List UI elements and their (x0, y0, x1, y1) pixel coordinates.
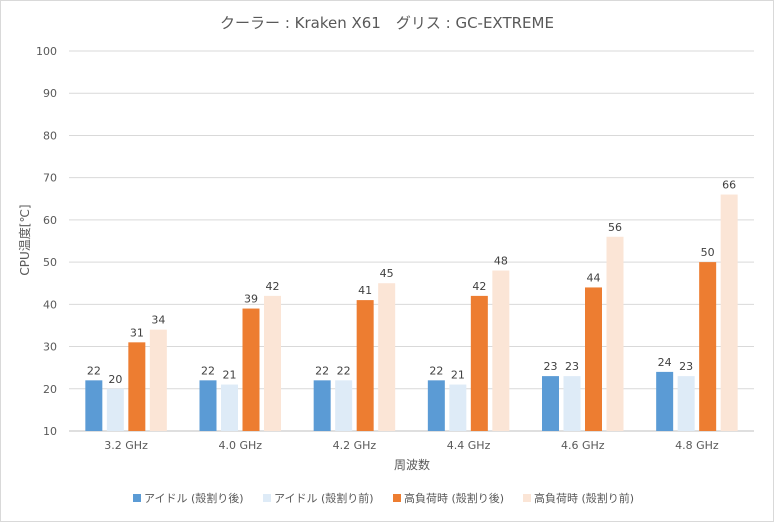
bar (85, 380, 103, 431)
data-label: 22 (201, 364, 215, 377)
y-tick-label: 40 (43, 298, 57, 311)
legend-label: アイドル (殻割り後) (144, 491, 244, 505)
data-label: 42 (266, 280, 280, 293)
bar (677, 376, 695, 431)
bar (542, 376, 559, 431)
y-tick-label: 90 (43, 87, 57, 100)
x-tick-label: 4.2 GHz (333, 439, 377, 452)
bar (128, 342, 146, 431)
legend-swatch (393, 494, 401, 502)
data-label: 42 (472, 280, 486, 293)
bar (606, 236, 624, 431)
x-tick-label: 4.8 GHz (675, 439, 719, 452)
data-label: 56 (608, 221, 622, 234)
data-label: 50 (701, 246, 715, 259)
bar (199, 380, 217, 431)
x-axis-label: 周波数 (394, 457, 430, 472)
data-label: 21 (451, 369, 465, 382)
y-tick-label: 100 (36, 45, 57, 58)
x-axis-ticks: 3.2 GHz 4.0 GHz 4.2 GHz 4.4 GHz 4.6 GHz 4.8 G… (104, 439, 719, 452)
data-label: 45 (380, 267, 394, 280)
y-axis-ticks: 10 20 30 40 50 60 70 80 90 100 (36, 45, 57, 438)
gridlines (69, 50, 754, 432)
data-label: 22 (429, 364, 443, 377)
bar (563, 376, 581, 431)
bar (427, 380, 445, 431)
bar (699, 262, 717, 431)
y-tick-label: 20 (43, 383, 57, 396)
y-axis-label: CPU温度[℃] (17, 204, 32, 275)
data-label: 48 (494, 255, 508, 268)
bar (356, 300, 374, 431)
chart-title: クーラー : Kraken X61 グリス : GC-EXTREME (220, 14, 554, 32)
bar (106, 388, 124, 431)
bar (313, 380, 331, 431)
data-label: 22 (87, 364, 101, 377)
legend-label: アイドル (殻割り前) (274, 491, 374, 505)
legend-swatch (263, 494, 271, 502)
data-label: 23 (565, 360, 579, 373)
bar (335, 380, 353, 431)
bar (149, 329, 167, 431)
data-label: 41 (358, 284, 372, 297)
bar (492, 270, 510, 431)
bar (242, 308, 260, 431)
legend: アイドル (殻割り後) アイドル (殻割り前) 高負荷時 (殻割り後) 高負荷時 (殻… (133, 491, 634, 505)
bar (264, 295, 281, 431)
bar (720, 194, 738, 431)
bar (449, 384, 467, 431)
y-tick-label: 30 (43, 341, 57, 354)
data-label: 31 (130, 326, 144, 339)
bars (85, 194, 738, 431)
data-label: 66 (722, 179, 736, 192)
data-labels: 22 20 31 34 22 21 39 42 22 22 41 45 22 21 42 48 23 23 44 56… (87, 179, 736, 386)
y-tick-label: 70 (43, 172, 57, 185)
x-tick-label: 4.4 GHz (447, 439, 491, 452)
data-label: 44 (587, 271, 601, 284)
legend-swatch (133, 494, 141, 502)
x-tick-label: 4.6 GHz (561, 439, 605, 452)
legend-label: 高負荷時 (殻割り後) (404, 491, 504, 505)
legend-swatch (523, 494, 531, 502)
data-label: 23 (544, 360, 558, 373)
data-label: 23 (679, 360, 693, 373)
data-label: 34 (151, 314, 165, 327)
data-label: 24 (658, 356, 672, 369)
bar (585, 287, 602, 431)
data-label: 21 (223, 369, 237, 382)
x-tick-label: 3.2 GHz (104, 439, 148, 452)
data-label: 20 (108, 373, 122, 386)
x-tick-label: 4.0 GHz (218, 439, 262, 452)
data-label: 22 (315, 364, 329, 377)
y-tick-label: 80 (43, 129, 57, 142)
data-label: 39 (244, 293, 258, 306)
data-label: 22 (337, 364, 351, 377)
y-tick-label: 60 (43, 214, 57, 227)
bar (378, 283, 396, 431)
bar (221, 384, 238, 431)
bar (656, 371, 674, 431)
y-tick-label: 10 (43, 425, 57, 438)
legend-label: 高負荷時 (殻割り前) (534, 491, 634, 505)
y-tick-label: 50 (43, 256, 57, 269)
bar (470, 295, 488, 431)
